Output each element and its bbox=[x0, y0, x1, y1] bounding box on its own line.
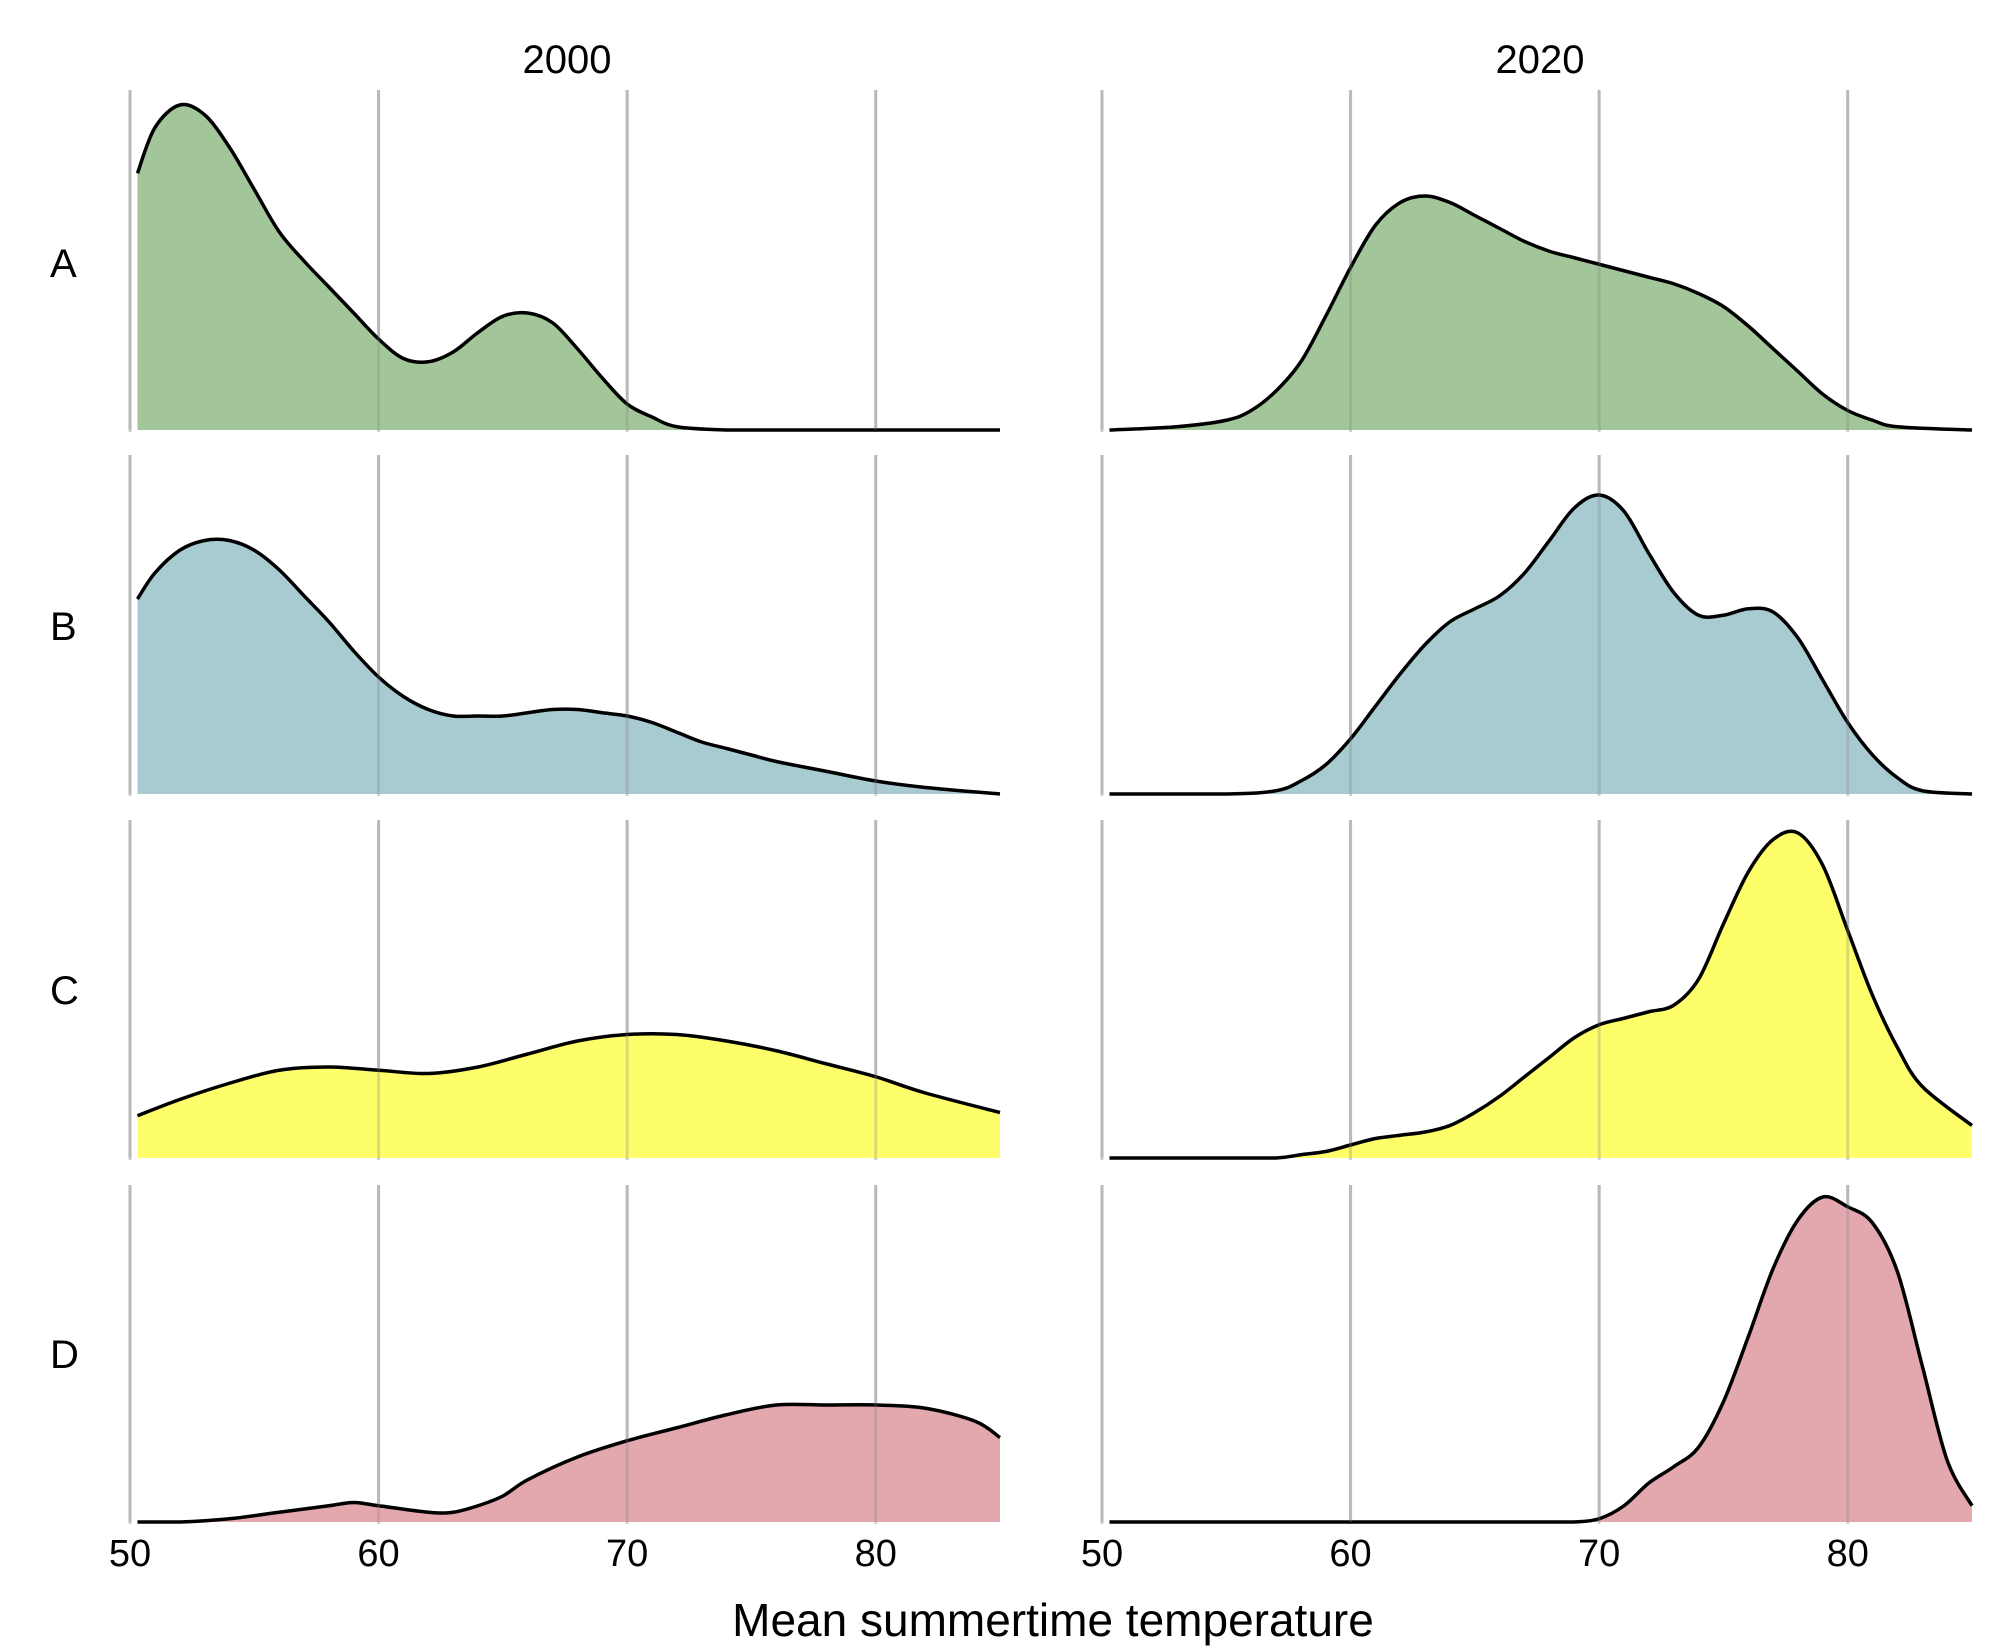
density-line-b-2020 bbox=[1109, 493, 1973, 796]
density-line-a-2000 bbox=[135, 102, 1000, 432]
density-line-c-2000 bbox=[136, 1031, 1001, 1118]
x-tick-label-2020-80: 80 bbox=[1827, 1533, 1869, 1575]
x-tick-label-2000-50: 50 bbox=[109, 1533, 151, 1575]
density-fill-c-2000 bbox=[137, 1033, 1000, 1158]
row-label-c: C bbox=[50, 969, 79, 1013]
density-fill-d-2020 bbox=[1109, 1196, 1972, 1522]
density-fill-d-2000 bbox=[137, 1404, 1000, 1522]
density-line-b-2000 bbox=[135, 537, 1001, 796]
column-title-2020: 2020 bbox=[1496, 38, 1585, 82]
row-label-a: A bbox=[50, 242, 77, 286]
density-fill-b-2000 bbox=[137, 539, 1000, 794]
density-line-d-2020 bbox=[1109, 1194, 1974, 1524]
density-line-c-2020 bbox=[1109, 829, 1974, 1160]
column-title-2000: 2000 bbox=[523, 38, 612, 82]
x-tick-label-2000-60: 60 bbox=[357, 1533, 399, 1575]
x-tick-label-2000-80: 80 bbox=[855, 1533, 897, 1575]
x-tick-label-2020-70: 70 bbox=[1578, 1533, 1620, 1575]
density-fill-b-2020 bbox=[1109, 494, 1972, 794]
density-fill-c-2020 bbox=[1109, 831, 1972, 1158]
x-axis-title: Mean summertime temperature bbox=[732, 1594, 1374, 1646]
row-label-d: D bbox=[50, 1333, 79, 1377]
x-tick-label-2020-60: 60 bbox=[1329, 1533, 1371, 1575]
label-layer: 2000 2020 A B C D Mean summertime temper… bbox=[50, 38, 1869, 1646]
x-tick-label-2020-50: 50 bbox=[1081, 1533, 1123, 1575]
density-layer bbox=[128, 90, 1974, 1524]
density-fill-a-2020 bbox=[1109, 196, 1972, 430]
density-line-a-2020 bbox=[1109, 194, 1973, 432]
density-line-d-2000 bbox=[137, 1402, 1002, 1524]
density-fill-a-2000 bbox=[137, 104, 1000, 431]
row-label-b: B bbox=[50, 605, 77, 649]
x-tick-label-2000-70: 70 bbox=[606, 1533, 648, 1575]
